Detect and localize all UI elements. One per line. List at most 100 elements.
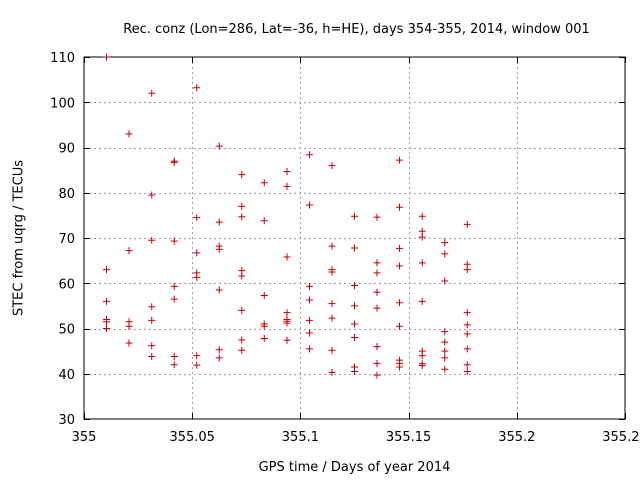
data-point-marker xyxy=(351,212,358,220)
data-point-marker xyxy=(441,250,449,258)
data-point-marker xyxy=(103,266,111,274)
x-tick-label: 355.25 xyxy=(602,430,640,445)
data-point-marker xyxy=(396,203,404,211)
data-point-marker xyxy=(351,367,358,375)
data-point-marker xyxy=(463,309,471,317)
data-point-marker xyxy=(193,352,201,360)
data-point-marker xyxy=(441,365,449,373)
data-point-marker xyxy=(351,282,358,290)
data-point-marker xyxy=(283,253,291,261)
data-point-marker xyxy=(463,345,471,353)
data-point-marker xyxy=(215,142,223,150)
data-point-marker xyxy=(125,130,133,138)
data-point-marker xyxy=(418,233,426,241)
data-point-marker xyxy=(305,151,313,159)
data-point-marker xyxy=(148,353,156,361)
data-point-marker xyxy=(170,295,178,303)
data-point-marker xyxy=(103,325,111,332)
y-axis-label: STEC from uqrg / TECUs xyxy=(12,160,27,316)
data-point-marker xyxy=(238,202,246,210)
data-point-marker xyxy=(463,266,471,274)
data-point-marker xyxy=(373,213,381,221)
data-point-marker xyxy=(351,320,358,328)
x-tick-label: 355 xyxy=(72,430,97,445)
data-point-marker xyxy=(328,314,336,322)
data-point-marker xyxy=(238,346,246,354)
data-point-marker xyxy=(305,201,313,209)
data-point-marker xyxy=(170,353,178,361)
axis-ticks xyxy=(84,57,626,420)
data-point-marker xyxy=(463,361,471,369)
y-tick-label: 70 xyxy=(58,232,75,247)
data-point-marker xyxy=(193,249,201,257)
data-point-marker xyxy=(193,361,201,369)
data-point-marker xyxy=(238,213,246,221)
y-tick-label: 110 xyxy=(50,51,75,66)
x-tick-label: 355.15 xyxy=(386,430,432,445)
data-point-marker xyxy=(170,158,178,166)
data-point-marker xyxy=(193,214,201,222)
data-point-marker xyxy=(351,244,358,252)
data-point-marker xyxy=(396,363,404,371)
data-point-marker xyxy=(260,334,268,342)
data-point-marker xyxy=(418,227,426,235)
y-tick-label: 40 xyxy=(58,368,75,383)
data-point-marker xyxy=(463,321,471,329)
data-point-marker xyxy=(148,342,156,350)
data-point-marker xyxy=(373,371,381,379)
y-tick-label: 50 xyxy=(58,323,75,338)
data-point-marker xyxy=(238,336,246,344)
data-point-marker xyxy=(373,269,381,277)
data-point-marker xyxy=(351,334,358,342)
data-point-marker xyxy=(170,237,178,245)
x-tick-label: 355.05 xyxy=(169,430,215,445)
data-point-marker xyxy=(260,179,268,187)
x-tick-label: 355.2 xyxy=(498,430,535,445)
data-point-marker xyxy=(238,306,246,314)
data-point-marker xyxy=(328,242,336,250)
data-point-marker xyxy=(125,339,133,347)
data-point-marker xyxy=(305,345,313,353)
data-point-marker xyxy=(396,299,404,307)
data-point-marker xyxy=(103,53,111,61)
data-point-marker xyxy=(125,322,133,330)
data-point-marker xyxy=(441,239,449,247)
data-point-marker xyxy=(396,244,404,252)
data-point-marker xyxy=(215,218,223,226)
data-point-marker xyxy=(328,268,336,276)
data-point-marker xyxy=(103,297,111,305)
data-point-marker xyxy=(418,352,426,360)
data-point-marker xyxy=(283,167,291,175)
data-point-marker xyxy=(215,245,223,253)
data-point-marker xyxy=(418,362,426,370)
data-point-marker xyxy=(215,354,223,362)
data-point-marker xyxy=(463,367,471,375)
data-point-marker xyxy=(418,212,426,220)
data-point-marker xyxy=(238,272,246,280)
x-tick-label: 355.1 xyxy=(282,430,319,445)
data-point-marker xyxy=(260,291,268,299)
data-point-marker xyxy=(238,171,246,179)
data-point-marker xyxy=(148,236,156,244)
data-point-marker xyxy=(351,302,358,310)
y-tick-label: 60 xyxy=(58,277,75,292)
data-point-marker xyxy=(148,303,156,311)
data-point-marker xyxy=(396,156,404,164)
data-point-marker xyxy=(283,182,291,190)
data-point-marker xyxy=(463,220,471,228)
y-tick-label: 90 xyxy=(58,142,75,157)
data-point-marker xyxy=(283,309,291,317)
data-point-marker xyxy=(373,259,381,267)
data-point-marker xyxy=(283,319,291,327)
data-point-marker xyxy=(396,262,404,270)
x-axis-label: GPS time / Days of year 2014 xyxy=(259,460,451,475)
data-point-marker xyxy=(441,338,449,346)
data-point-marker xyxy=(441,347,449,355)
y-tick-label: 100 xyxy=(50,96,75,111)
data-point-marker xyxy=(373,304,381,312)
data-point-marker xyxy=(463,330,471,338)
y-tick-label: 30 xyxy=(58,413,75,428)
data-point-marker xyxy=(170,282,178,290)
data-point-marker xyxy=(283,336,291,344)
